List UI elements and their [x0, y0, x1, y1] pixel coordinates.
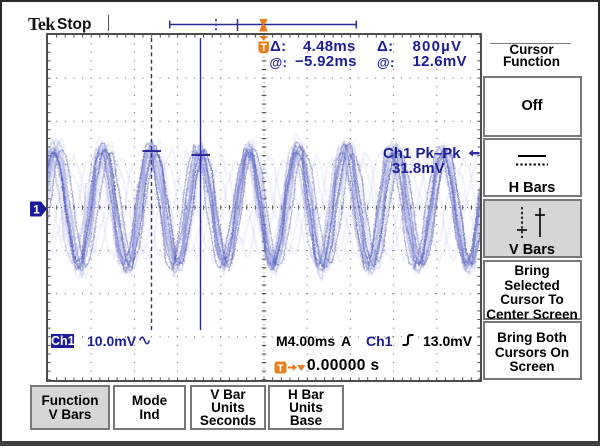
svg-text:T: T	[260, 42, 267, 54]
svg-text:T: T	[277, 363, 284, 375]
svg-text:1: 1	[33, 203, 40, 217]
